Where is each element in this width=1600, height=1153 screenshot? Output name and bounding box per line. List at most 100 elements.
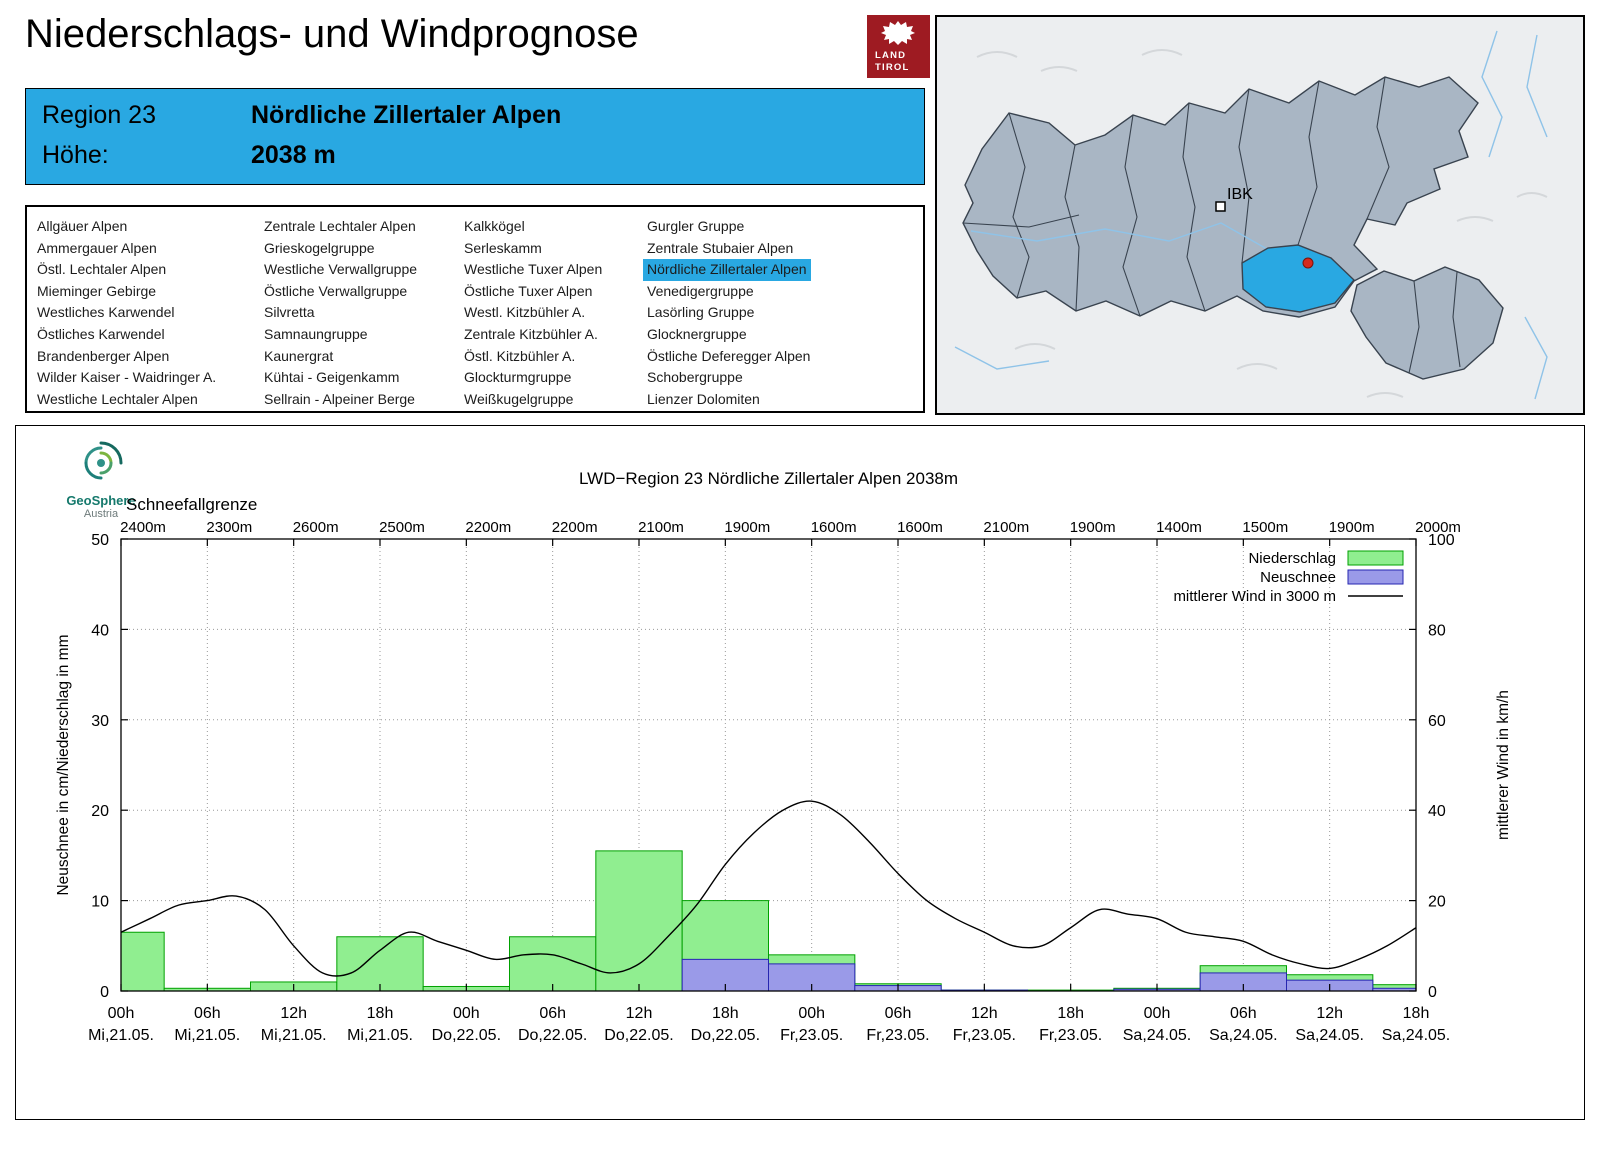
map-region-highlight[interactable] <box>1241 244 1355 313</box>
region-list-item[interactable]: Ammergauer Alpen <box>37 239 157 256</box>
forecast-chart: 00h Mi,21.05. 06h Mi,21.05. 12h Mi,21.05. 18h M… <box>55 469 1512 1044</box>
x-tick-date: Sa,24.05. <box>1295 1027 1364 1044</box>
tirol-map[interactable]: IBK <box>937 17 1583 413</box>
region-list-item[interactable]: Kalkkögel <box>464 218 525 234</box>
x-tick-time: 06h <box>539 1005 566 1022</box>
legend-swatch-niederschlag <box>1347 550 1404 566</box>
region-list-item-selected[interactable]: Nördliche Zillertaler Alpen <box>643 259 811 281</box>
region-list-item[interactable]: Zentrale Stubaier Alpen <box>647 239 794 256</box>
x-tick-date: Fr,23.05. <box>1039 1027 1102 1044</box>
region-list-item[interactable]: Kaunergrat <box>264 347 334 364</box>
x-tick-time: 00h <box>798 1005 825 1022</box>
plot-frame <box>120 538 1417 992</box>
snowline-value: 2600m <box>293 519 339 536</box>
hoehe-label: Höhe: <box>42 141 109 169</box>
snowline-value: 1600m <box>811 519 857 536</box>
snowline-value: 1500m <box>1242 519 1288 536</box>
region-list-item[interactable]: Glockturmgruppe <box>464 369 572 386</box>
region-list-item[interactable]: Östliche Verwallgruppe <box>264 282 408 299</box>
region-list-item[interactable]: Serleskamm <box>464 239 542 256</box>
x-tick-date: Fr,23.05. <box>866 1027 929 1044</box>
relief-mark <box>1040 66 1078 72</box>
river <box>1526 34 1548 138</box>
region-list-item[interactable]: Östl. Lechtaler Alpen <box>37 261 167 278</box>
region-list-item[interactable]: Zentrale Kitzbühler A. <box>464 325 598 342</box>
snowline-value: 2100m <box>638 519 684 536</box>
region-list-item[interactable]: Östliches Karwendel <box>37 325 165 342</box>
logo-text: LAND TIROL <box>875 50 910 73</box>
x-tick-time: 18h <box>1057 1005 1084 1022</box>
x-tick-date: Mi,21.05. <box>347 1027 413 1044</box>
region-list-column: Allgäuer Alpen Ammergauer Alpen Östl. Lech… <box>37 216 220 410</box>
region-list-item[interactable]: Westliches Karwendel <box>37 304 175 321</box>
y-left-tick: 0 <box>100 984 109 1001</box>
region-list-item[interactable]: Sellrain - Alpeiner Berge <box>264 390 415 407</box>
region-list-item[interactable]: Mieminger Gebirge <box>37 282 157 299</box>
map-district-north-tyrol[interactable] <box>962 76 1479 318</box>
x-tick-date: Mi,21.05. <box>174 1027 240 1044</box>
region-list-item[interactable]: Weißkugelgruppe <box>464 390 574 407</box>
region-list-item[interactable]: Westliche Lechtaler Alpen <box>37 390 198 407</box>
region-list-item[interactable]: Östl. Kitzbühler A. <box>464 347 576 364</box>
relief-mark <box>1236 363 1278 370</box>
region-list-item[interactable]: Brandenberger Alpen <box>37 347 170 364</box>
snowline-value: 1900m <box>1070 519 1116 536</box>
region-list-item[interactable]: Westl. Kitzbühler A. <box>464 304 586 321</box>
forecast-chart-panel: GeoSphere Austria 00h Mi,21.05. 06h Mi,21.0… <box>15 425 1585 1120</box>
snowline-label: Schneefallgrenze <box>126 495 257 514</box>
legend-label: mittlerer Wind in 3000 m <box>1173 588 1336 605</box>
x-tick-date: Fr,23.05. <box>953 1027 1016 1044</box>
region-list-item[interactable]: Östliche Deferegger Alpen <box>647 347 811 364</box>
region-list-item[interactable]: Östliche Tuxer Alpen <box>464 282 593 299</box>
region-list-item[interactable]: Gurgler Gruppe <box>647 218 745 234</box>
y-left-tick: 10 <box>91 894 109 911</box>
x-tick-time: 18h <box>712 1005 739 1022</box>
y-right-tick: 20 <box>1428 894 1446 911</box>
region-list-item[interactable]: Lienzer Dolomiten <box>647 390 760 407</box>
x-tick-date: Mi,21.05. <box>88 1027 154 1044</box>
region-list-item[interactable]: Westliche Tuxer Alpen <box>464 261 603 278</box>
map-station-dot <box>1302 257 1314 269</box>
x-tick-time: 00h <box>1144 1005 1171 1022</box>
region-list-item[interactable]: Zentrale Lechtaler Alpen <box>264 218 416 234</box>
region-list-item[interactable]: Westliche Verwallgruppe <box>264 261 418 278</box>
region-list-item[interactable]: Samnaungruppe <box>264 325 368 342</box>
relief-mark <box>1141 49 1183 56</box>
region-list-item[interactable]: Lasörling Gruppe <box>647 304 755 321</box>
map-panel[interactable]: IBK <box>935 15 1585 415</box>
snowline-value: 2100m <box>983 519 1029 536</box>
x-tick-time: 12h <box>626 1005 653 1022</box>
snowline-value: 2500m <box>379 519 425 536</box>
x-tick-time: 18h <box>1403 1005 1430 1022</box>
snowline-value: 1900m <box>1329 519 1375 536</box>
region-list-item[interactable]: Kühtai - Geigenkamm <box>264 369 400 386</box>
y-right-tick: 60 <box>1428 713 1446 730</box>
tirol-eagle-icon <box>881 19 915 51</box>
relief-mark <box>1456 216 1494 222</box>
land-tirol-logo: LAND TIROL <box>867 15 930 78</box>
ibk-marker <box>1215 201 1226 212</box>
snowline-value: 1900m <box>724 519 770 536</box>
region-list-item[interactable]: Silvretta <box>264 304 315 321</box>
hoehe-value: 2038 m <box>251 141 336 169</box>
region-list-item[interactable]: Wilder Kaiser - Waidringer A. <box>37 369 217 386</box>
x-tick-time: 12h <box>1316 1005 1343 1022</box>
y-right-axis-label: mittlerer Wind in km/h <box>1495 690 1512 840</box>
x-tick-date: Sa,24.05. <box>1382 1027 1451 1044</box>
region-list-item[interactable]: Schobergruppe <box>647 369 743 386</box>
snowline-value: 2300m <box>206 519 252 536</box>
relief-mark <box>976 51 1018 58</box>
legend-label: Neuschnee <box>1260 569 1336 586</box>
region-list-item[interactable]: Allgäuer Alpen <box>37 218 128 234</box>
y-left-axis-label: Neuschnee in cm/Niederschlag in mm <box>55 634 72 895</box>
niederschlag-bar <box>336 936 424 992</box>
y-left-tick: 40 <box>91 622 109 639</box>
map-district-borders <box>962 76 1461 374</box>
region-list-column: Zentrale Lechtaler Alpen Grieskogelgruppe… <box>264 216 421 410</box>
region-list-item[interactable]: Glocknergruppe <box>647 325 747 342</box>
region-list-item[interactable]: Venedigergruppe <box>647 282 754 299</box>
x-tick-time: 18h <box>367 1005 394 1022</box>
region-list-item[interactable]: Grieskogelgruppe <box>264 239 375 256</box>
x-tick-time: 06h <box>194 1005 221 1022</box>
